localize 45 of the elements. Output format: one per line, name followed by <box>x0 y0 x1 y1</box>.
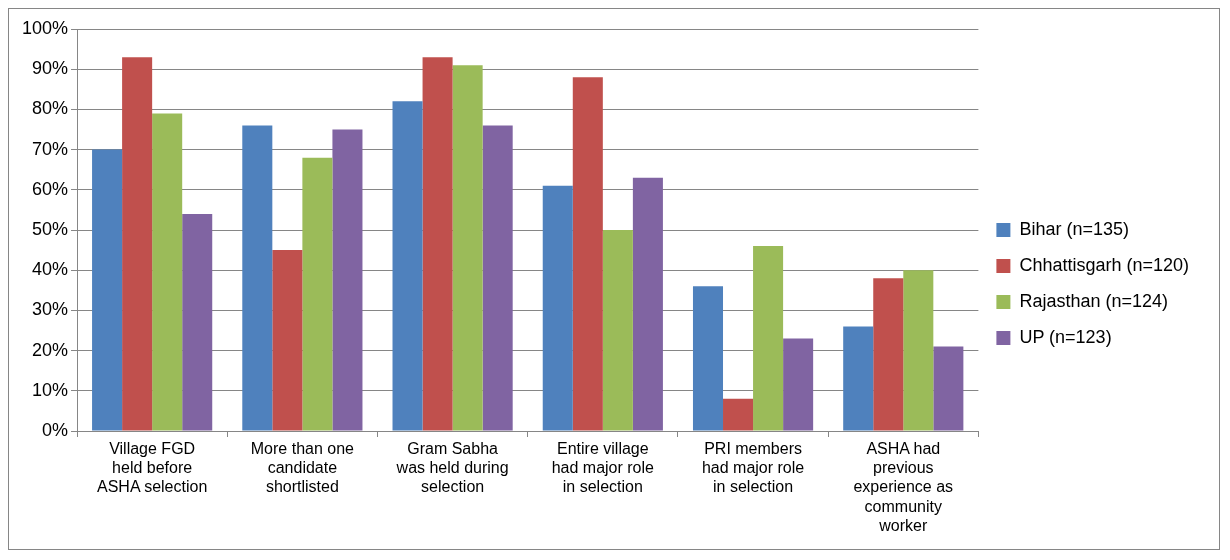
legend-label: Chhattisgarh (n=120) <box>1019 254 1190 275</box>
bar <box>482 125 513 431</box>
x-tick-label: Entire village had major role in selection <box>551 440 655 496</box>
bar <box>783 338 814 431</box>
bar <box>152 113 183 431</box>
x-tick-label: PRI members had major role in selection <box>701 440 805 496</box>
bar <box>182 213 213 431</box>
bar <box>92 149 123 431</box>
bar <box>302 157 333 431</box>
bar <box>873 278 904 431</box>
y-tick-label: 70% <box>32 138 69 159</box>
bar <box>632 177 663 431</box>
bar <box>332 129 363 431</box>
y-tick-label: 20% <box>32 339 69 360</box>
x-tick-label: ASHA had previous experience as community worker <box>853 440 954 534</box>
bar <box>692 286 724 431</box>
y-tick-label: 30% <box>32 299 69 320</box>
bar <box>122 57 153 431</box>
bar <box>723 398 754 431</box>
bar <box>602 230 633 431</box>
bar <box>272 250 303 431</box>
y-tick-label: 80% <box>32 98 69 119</box>
y-tick-label: 90% <box>32 58 69 79</box>
legend-label: Bihar (n=135) <box>1019 218 1129 239</box>
bar <box>422 57 453 431</box>
legend-label: Rajasthan (n=124) <box>1019 290 1169 311</box>
bar <box>903 270 934 431</box>
y-tick-label: 0% <box>42 419 69 440</box>
y-tick-label: 10% <box>32 379 69 400</box>
bar <box>452 65 483 431</box>
bar <box>753 246 784 431</box>
y-tick-label: 40% <box>32 259 69 280</box>
y-tick-label: 100% <box>21 17 69 38</box>
bar <box>542 185 573 431</box>
x-tick-label: Gram Sabha was held during selection <box>395 440 509 496</box>
x-tick-label: Village FGD held before ASHA selection <box>97 440 208 496</box>
bar <box>242 125 273 431</box>
y-tick-label: 60% <box>32 178 69 199</box>
legend-label: UP (n=123) <box>1019 326 1112 347</box>
y-tick-label: 50% <box>32 218 69 239</box>
bar <box>843 326 874 431</box>
bar <box>933 346 964 431</box>
bar <box>392 101 423 431</box>
bar <box>572 77 603 431</box>
x-tick-label: More than one candidate shortlisted <box>250 440 355 496</box>
